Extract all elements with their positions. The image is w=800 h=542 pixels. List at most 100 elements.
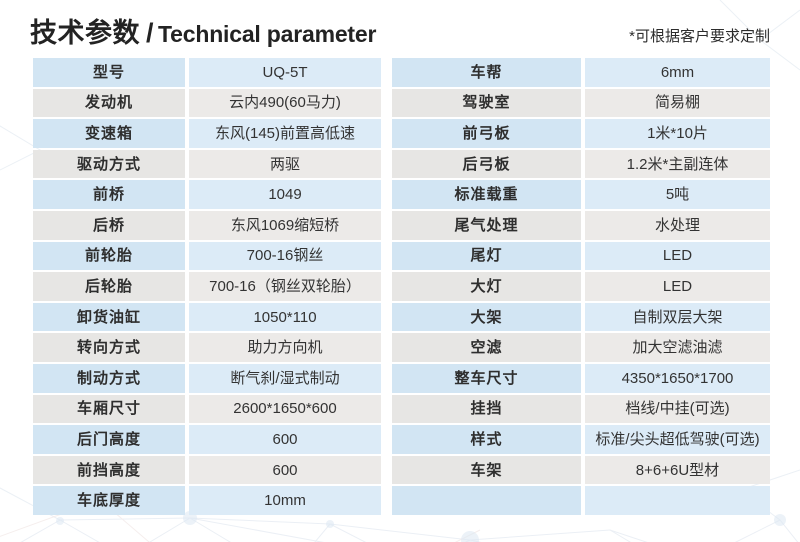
spec-table-right: 车帮 6mm 驾驶室 简易棚 前弓板 1米*10片 后弓板 1.2米*主副连体 标准载重 5吨 尾气… <box>392 58 770 515</box>
param-label: 车架 <box>392 455 581 485</box>
table-row: 尾气处理 水处理 <box>392 211 770 240</box>
table-row: 挂挡 档线/中挂(可选) <box>392 394 770 424</box>
param-label: 前挡高度 <box>33 455 185 485</box>
table-row: 驾驶室 简易棚 <box>392 88 770 118</box>
param-value: UQ-5T <box>189 58 381 87</box>
param-value: 档线/中挂(可选) <box>585 394 770 424</box>
customization-note: *可根据客户要求定制 <box>629 28 770 45</box>
table-row: 驱动方式 两驱 <box>33 149 381 179</box>
table-row: 后门高度 600 <box>33 425 381 454</box>
param-label: 制动方式 <box>33 364 185 393</box>
param-value: LED <box>585 241 770 271</box>
table-row: 变速箱 东风(145)前置高低速 <box>33 119 381 148</box>
param-label: 车底厚度 <box>33 486 185 515</box>
param-value: 6mm <box>585 58 770 87</box>
table-row: 车帮 6mm <box>392 58 770 87</box>
param-label: 车帮 <box>392 58 581 87</box>
table-row: 制动方式 断气刹/湿式制动 <box>33 364 381 393</box>
param-label: 前弓板 <box>392 119 581 148</box>
table-row <box>392 486 770 515</box>
param-value: 1米*10片 <box>585 119 770 148</box>
param-value: 1049 <box>189 180 381 209</box>
table-row: 大灯 LED <box>392 272 770 301</box>
param-value: 2600*1650*600 <box>189 394 381 424</box>
param-label: 发动机 <box>33 88 185 118</box>
param-label: 挂挡 <box>392 394 581 424</box>
param-value: 东风1069缩短桥 <box>189 211 381 240</box>
table-row: 尾灯 LED <box>392 241 770 271</box>
param-label: 后门高度 <box>33 425 185 454</box>
param-value: 两驱 <box>189 149 381 179</box>
table-row: 标准载重 5吨 <box>392 180 770 209</box>
param-label: 驾驶室 <box>392 88 581 118</box>
param-label: 驱动方式 <box>33 149 185 179</box>
param-value: 5吨 <box>585 180 770 209</box>
param-label: 大架 <box>392 302 581 332</box>
param-value: LED <box>585 272 770 301</box>
table-row: 前挡高度 600 <box>33 455 381 485</box>
param-label: 大灯 <box>392 272 581 301</box>
table-row: 后轮胎 700-16（钢丝双轮胎） <box>33 272 381 301</box>
param-label: 空滤 <box>392 333 581 362</box>
page-title: 技术参数 / Technical parameter <box>30 17 376 50</box>
table-row: 空滤 加大空滤油滤 <box>392 333 770 362</box>
param-label: 标准载重 <box>392 180 581 209</box>
table-row: 车厢尺寸 2600*1650*600 <box>33 394 381 424</box>
param-label: 前桥 <box>33 180 185 209</box>
table-row: 前桥 1049 <box>33 180 381 209</box>
spec-table-left: 型号 UQ-5T 发动机 云内490(60马力) 变速箱 东风(145)前置高低速 驱动方式… <box>33 58 381 515</box>
page-title-en: Technical parameter <box>158 21 377 47</box>
table-row: 前弓板 1米*10片 <box>392 119 770 148</box>
param-value: 4350*1650*1700 <box>585 364 770 393</box>
table-row: 型号 UQ-5T <box>33 58 381 87</box>
table-row: 车架 8+6+6U型材 <box>392 455 770 485</box>
table-row: 样式 标准/尖头超低驾驶(可选) <box>392 425 770 454</box>
param-label: 后弓板 <box>392 149 581 179</box>
param-value: 标准/尖头超低驾驶(可选) <box>585 425 770 454</box>
param-value: 加大空滤油滤 <box>585 333 770 362</box>
param-label: 样式 <box>392 425 581 454</box>
param-label: 后轮胎 <box>33 272 185 301</box>
param-label: 尾气处理 <box>392 211 581 240</box>
param-value: 1050*110 <box>189 302 381 332</box>
table-row: 后桥 东风1069缩短桥 <box>33 211 381 240</box>
table-row: 大架 自制双层大架 <box>392 302 770 332</box>
spec-tables-area: 型号 UQ-5T 发动机 云内490(60马力) 变速箱 东风(145)前置高低速 驱动方式… <box>33 58 770 515</box>
param-value: 云内490(60马力) <box>189 88 381 118</box>
param-value: 助力方向机 <box>189 333 381 362</box>
table-row: 前轮胎 700-16钢丝 <box>33 241 381 271</box>
param-value: 东风(145)前置高低速 <box>189 119 381 148</box>
param-value: 1.2米*主副连体 <box>585 149 770 179</box>
param-value: 自制双层大架 <box>585 302 770 332</box>
param-value: 水处理 <box>585 211 770 240</box>
param-value <box>585 486 770 515</box>
param-label: 车厢尺寸 <box>33 394 185 424</box>
param-label: 后桥 <box>33 211 185 240</box>
param-label: 转向方式 <box>33 333 185 362</box>
param-value: 8+6+6U型材 <box>585 455 770 485</box>
table-row: 车底厚度 10mm <box>33 486 381 515</box>
param-value: 简易棚 <box>585 88 770 118</box>
table-row: 后弓板 1.2米*主副连体 <box>392 149 770 179</box>
param-label: 型号 <box>33 58 185 87</box>
param-label: 尾灯 <box>392 241 581 271</box>
table-row: 发动机 云内490(60马力) <box>33 88 381 118</box>
param-label: 卸货油缸 <box>33 302 185 332</box>
table-row: 卸货油缸 1050*110 <box>33 302 381 332</box>
param-value: 600 <box>189 455 381 485</box>
param-value: 700-16钢丝 <box>189 241 381 271</box>
param-value: 10mm <box>189 486 381 515</box>
param-label: 前轮胎 <box>33 241 185 271</box>
param-value: 700-16（钢丝双轮胎） <box>189 272 381 301</box>
param-label: 整车尺寸 <box>392 364 581 393</box>
param-value: 断气刹/湿式制动 <box>189 364 381 393</box>
param-label: 变速箱 <box>33 119 185 148</box>
title-separator: / <box>146 18 155 48</box>
table-row: 转向方式 助力方向机 <box>33 333 381 362</box>
param-value: 600 <box>189 425 381 454</box>
page-header: 技术参数 / Technical parameter *可根据客户要求定制 <box>30 10 770 50</box>
table-row: 整车尺寸 4350*1650*1700 <box>392 364 770 393</box>
page-title-zh: 技术参数 <box>30 18 140 48</box>
param-label <box>392 486 581 515</box>
